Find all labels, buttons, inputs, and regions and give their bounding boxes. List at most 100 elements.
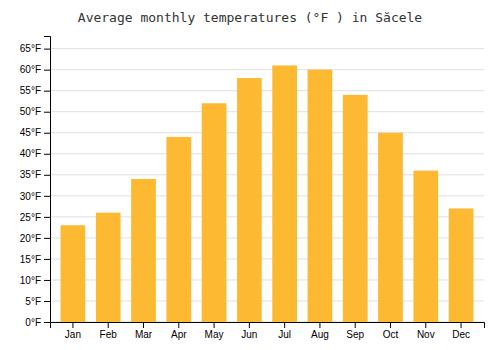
bar	[343, 95, 368, 322]
y-tick-label: 10°F	[20, 275, 41, 286]
x-tick-mark	[249, 322, 250, 328]
bars	[61, 65, 474, 322]
grid-line	[50, 90, 484, 91]
y-tick: 5°F	[25, 296, 50, 307]
chart: 0°F 5°F 10°F 15°F 20°F 25°F 30°F 35°F 40°F 45°F 50…	[0, 0, 500, 350]
x-tick-label: Apr	[171, 329, 187, 340]
grid-line	[50, 48, 484, 49]
bar	[237, 78, 262, 322]
y-tick-mark	[44, 175, 50, 176]
y-tick-label: 55°F	[20, 85, 41, 96]
bar	[413, 171, 438, 322]
y-tick: 40°F	[20, 148, 50, 159]
y-tick-label: 65°F	[20, 43, 41, 54]
x-tick: Oct	[383, 322, 399, 340]
x-tick: Jan	[65, 322, 81, 340]
grid	[50, 49, 484, 322]
y-tick: 20°F	[20, 233, 50, 244]
y-tick-label: 20°F	[20, 233, 41, 244]
x-tick-mark	[178, 322, 179, 328]
y-tick: 0°F	[25, 317, 50, 328]
y-tick-mark	[44, 154, 50, 155]
y-tick: 30°F	[20, 191, 50, 202]
y-tick-label: 40°F	[20, 148, 41, 159]
x-tick-mark	[390, 322, 391, 328]
x-tick-label: May	[205, 329, 224, 340]
x-tick: Feb	[100, 322, 118, 340]
x-tick-mark	[355, 322, 356, 328]
x-tick: Dec	[452, 322, 470, 340]
title: Average monthly temperatures (°F ) in Să…	[78, 10, 423, 25]
y-tick-mark	[44, 133, 50, 134]
bar	[272, 65, 297, 322]
y-tick: 15°F	[20, 254, 50, 265]
grid-line	[50, 69, 484, 70]
x-axis: Jan Feb Mar Apr May Jun Jul Aug Sep Oct Nov Dec	[51, 322, 485, 340]
x-tick-mark	[214, 322, 215, 328]
grid-line	[50, 132, 484, 133]
y-tick-label: 0°F	[25, 317, 41, 328]
x-tick-label: Aug	[311, 329, 329, 340]
x-tick-label: Jan	[65, 329, 81, 340]
y-tick: 10°F	[20, 275, 50, 286]
bar	[378, 133, 403, 322]
y-tick: 50°F	[20, 106, 50, 117]
y-tick-mark	[44, 217, 50, 218]
y-tick-mark	[44, 49, 50, 50]
y-tick-mark	[44, 196, 50, 197]
bar	[308, 70, 333, 322]
x-tick-label: Dec	[452, 329, 470, 340]
x-tick-label: Sep	[346, 329, 364, 340]
x-tick: Aug	[311, 322, 329, 340]
y-axis-line	[44, 37, 51, 323]
y-tick-mark	[44, 70, 50, 71]
y-tick-mark	[44, 322, 50, 323]
x-tick-mark	[461, 322, 462, 328]
y-tick-label: 15°F	[20, 254, 41, 265]
y-tick-label: 30°F	[20, 191, 41, 202]
y-tick-mark	[44, 112, 50, 113]
grid-line	[50, 111, 484, 112]
bar	[449, 208, 474, 322]
y-axis: 0°F 5°F 10°F 15°F 20°F 25°F 30°F 35°F 40°F 45°F 50…	[20, 37, 51, 328]
y-tick-label: 35°F	[20, 169, 41, 180]
bar	[166, 137, 191, 322]
y-tick: 65°F	[20, 43, 50, 54]
y-tick: 45°F	[20, 127, 50, 138]
y-tick-mark	[44, 91, 50, 92]
y-tick-label: 5°F	[25, 296, 41, 307]
x-axis-line	[51, 323, 485, 329]
y-tick-label: 45°F	[20, 127, 41, 138]
bar	[202, 103, 227, 322]
bar	[96, 213, 121, 322]
y-tick-mark	[44, 259, 50, 260]
bar	[131, 179, 156, 322]
x-tick-label: Jul	[278, 329, 291, 340]
x-tick-mark	[319, 322, 320, 328]
x-tick-label: Feb	[100, 329, 118, 340]
x-tick: May	[205, 322, 224, 340]
y-tick-label: 60°F	[20, 64, 41, 75]
x-tick: Jul	[278, 322, 291, 340]
y-tick: 35°F	[20, 169, 50, 180]
x-tick-mark	[72, 322, 73, 328]
y-tick-mark	[44, 238, 50, 239]
y-tick-mark	[44, 280, 50, 281]
y-tick: 55°F	[20, 85, 50, 96]
x-tick: Sep	[346, 322, 364, 340]
x-tick: Nov	[417, 322, 435, 340]
x-tick-label: Jun	[241, 329, 257, 340]
y-tick: 60°F	[20, 64, 50, 75]
x-tick-label: Mar	[135, 329, 153, 340]
x-tick-mark	[425, 322, 426, 328]
x-tick: Apr	[171, 322, 187, 340]
y-tick-mark	[44, 301, 50, 302]
bar	[61, 225, 86, 322]
grid-line	[50, 153, 484, 154]
y-tick-label: 50°F	[20, 106, 41, 117]
x-tick-mark	[143, 322, 144, 328]
x-tick-mark	[108, 322, 109, 328]
x-tick-label: Oct	[383, 329, 399, 340]
x-tick: Mar	[135, 322, 153, 340]
y-tick-label: 25°F	[20, 212, 41, 223]
